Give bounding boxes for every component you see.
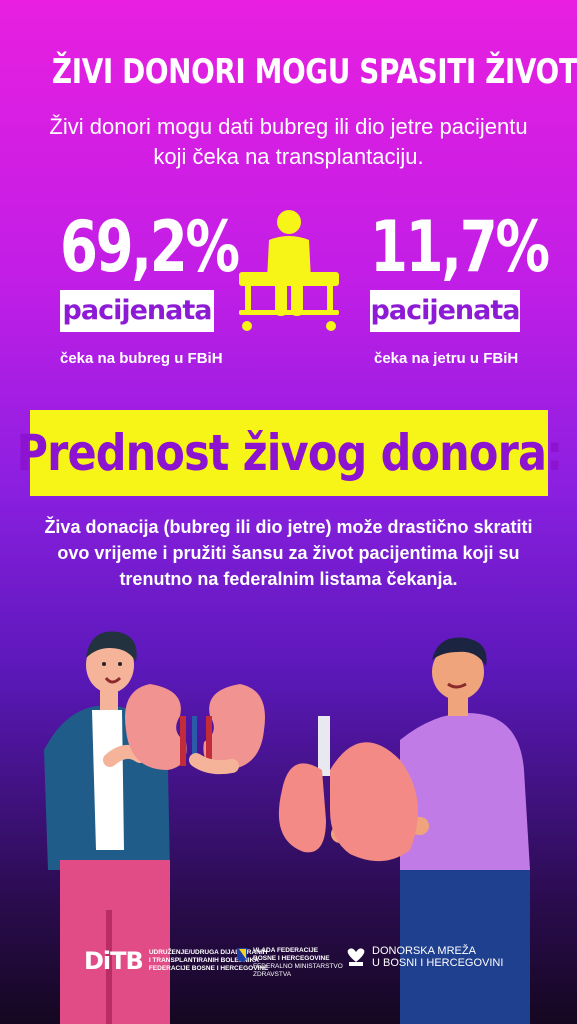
vlada-logo: VLADA FEDERACIJE BOSNE I HERCEGOVINE FED… [236,947,343,979]
kidney-stat-tag: pacijenata [60,290,214,332]
man-holding-lungs [331,637,530,1024]
ditb-line-1: UDRUŽENJE/UDRUGA DIJALIZIRANIH [148,949,268,956]
kidneys-icon [125,684,265,775]
banner: Prednost živog donora: [16,410,563,496]
patient-on-bed-icon [239,210,339,331]
donorska-mreza-logo: DONORSKA MREŽA U BOSNI I HERCEGOVINI [346,945,503,969]
ditb-line-2: I TRANSPLANTIRANIH BOLESNIKA [148,957,259,964]
liver-stat-tag: pacijenata [370,290,520,332]
mreza-line-2: U BOSNI I HERCEGOVINI [372,957,504,969]
donors-illustration [44,631,530,1024]
subheadline: Živi donori mogu dati bubreg ili dio jet… [49,114,528,169]
kidney-stat-note: čeka na bubreg u FBiH [60,350,223,367]
mreza-line-1: DONORSKA MREŽA [372,945,476,957]
lungs-icon [278,716,418,862]
ditb-logo: DiTB UDRUŽENJE/UDRUGA DIJALIZIRANIH I TR… [84,947,268,975]
ditb-mark: DiTB [84,947,144,975]
kidney-stat-value: 69,2% [60,206,240,288]
headline: ŽIVI DONORI MOGU SPASITI ŽIVOT [51,52,577,92]
ditb-line-3: FEDERACIJE BOSNE I HERCEGOVINE [148,965,269,972]
vlada-line-4: ZDRAVSTVA [253,971,292,978]
coat-of-arms-icon [237,948,247,962]
footer-logos: DiTB UDRUŽENJE/UDRUGA DIJALIZIRANIH I TR… [0,935,577,995]
hands-heart-icon [347,948,365,966]
liver-stat-value: 11,7% [370,206,550,288]
banner-text: Prednost živog donora: [16,424,563,482]
vlada-line-2: BOSNE I HERCEGOVINE [253,955,330,962]
vlada-line-1: VLADA FEDERACIJE [253,947,319,954]
liver-stat-note: čeka na jetru u FBiH [374,350,519,367]
body-text: Živa donacija (bubreg ili dio jetre) mož… [44,517,533,589]
vlada-line-3: FEDERALNO MINISTARSTVO [253,963,343,970]
